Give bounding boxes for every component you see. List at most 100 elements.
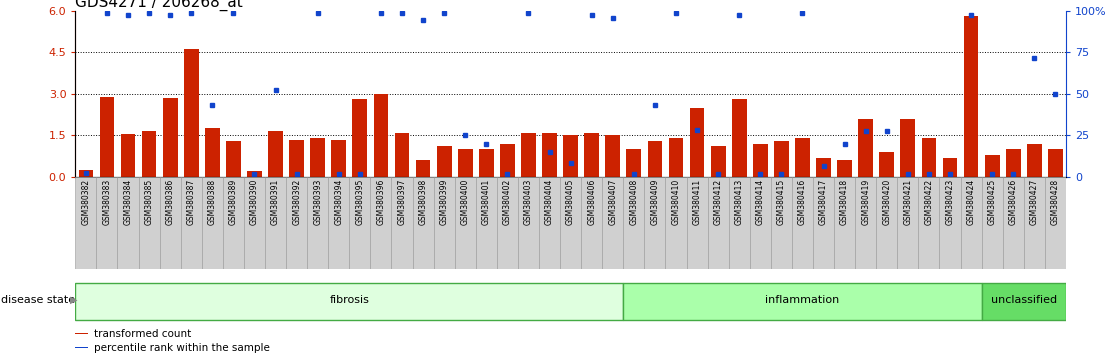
- Bar: [542, 133, 557, 177]
- Bar: [202, 177, 223, 269]
- Bar: [982, 177, 1003, 269]
- Bar: [626, 149, 642, 177]
- Text: GSM380422: GSM380422: [924, 179, 933, 225]
- Text: GSM380382: GSM380382: [81, 179, 91, 225]
- Bar: [624, 282, 982, 320]
- Bar: [310, 138, 325, 177]
- Text: GSM380398: GSM380398: [419, 179, 428, 225]
- Text: GSM380394: GSM380394: [335, 179, 343, 225]
- Bar: [1048, 149, 1063, 177]
- Bar: [880, 152, 894, 177]
- Bar: [792, 177, 813, 269]
- Bar: [922, 138, 936, 177]
- Bar: [689, 108, 705, 177]
- Bar: [75, 282, 624, 320]
- Bar: [750, 177, 771, 269]
- Bar: [538, 177, 560, 269]
- Text: GSM380392: GSM380392: [293, 179, 301, 225]
- Bar: [521, 133, 536, 177]
- Text: GSM380383: GSM380383: [102, 179, 112, 225]
- Bar: [796, 138, 810, 177]
- Bar: [75, 333, 89, 334]
- Bar: [560, 177, 582, 269]
- Bar: [265, 177, 286, 269]
- Bar: [475, 177, 496, 269]
- Bar: [244, 177, 265, 269]
- Bar: [496, 177, 517, 269]
- Bar: [1006, 149, 1020, 177]
- Text: GSM380415: GSM380415: [777, 179, 786, 225]
- Text: GSM380384: GSM380384: [123, 179, 133, 225]
- Text: GSM380426: GSM380426: [1008, 179, 1018, 225]
- Bar: [373, 94, 388, 177]
- Bar: [75, 177, 96, 269]
- Text: GSM380388: GSM380388: [208, 179, 217, 225]
- Bar: [1045, 177, 1066, 269]
- Bar: [223, 177, 244, 269]
- Bar: [433, 177, 454, 269]
- Bar: [563, 135, 578, 177]
- Text: GSM380413: GSM380413: [735, 179, 743, 225]
- Bar: [142, 131, 156, 177]
- Text: GSM380389: GSM380389: [229, 179, 238, 225]
- Text: GSM380406: GSM380406: [587, 179, 596, 225]
- Bar: [961, 177, 982, 269]
- Text: GSM380416: GSM380416: [798, 179, 807, 225]
- Bar: [307, 177, 328, 269]
- Bar: [838, 160, 852, 177]
- Bar: [349, 177, 370, 269]
- Bar: [391, 177, 412, 269]
- Text: GSM380409: GSM380409: [650, 179, 659, 225]
- Text: GSM380400: GSM380400: [461, 179, 470, 225]
- Text: GSM380386: GSM380386: [166, 179, 175, 225]
- Bar: [729, 177, 750, 269]
- Bar: [687, 177, 708, 269]
- Text: GSM380393: GSM380393: [314, 179, 322, 225]
- Bar: [328, 177, 349, 269]
- Bar: [859, 119, 873, 177]
- Text: GSM380401: GSM380401: [482, 179, 491, 225]
- Text: GSM380424: GSM380424: [966, 179, 975, 225]
- Text: GSM380397: GSM380397: [398, 179, 407, 225]
- Text: GSM380412: GSM380412: [714, 179, 722, 225]
- Bar: [138, 177, 160, 269]
- Bar: [919, 177, 940, 269]
- Text: GSM380420: GSM380420: [882, 179, 891, 225]
- Text: GSM380425: GSM380425: [987, 179, 996, 225]
- Bar: [855, 177, 876, 269]
- Text: GSM380405: GSM380405: [566, 179, 575, 225]
- Text: inflammation: inflammation: [766, 295, 840, 305]
- Bar: [666, 177, 687, 269]
- Text: GSM380396: GSM380396: [377, 179, 386, 225]
- Bar: [370, 177, 391, 269]
- Text: GSM380411: GSM380411: [692, 179, 701, 225]
- Text: GSM380390: GSM380390: [250, 179, 259, 225]
- Bar: [647, 141, 663, 177]
- Text: ▶: ▶: [70, 295, 78, 305]
- Bar: [517, 177, 538, 269]
- Text: GSM380399: GSM380399: [440, 179, 449, 225]
- Bar: [184, 50, 198, 177]
- Bar: [1024, 177, 1045, 269]
- Text: GSM380402: GSM380402: [503, 179, 512, 225]
- Bar: [897, 177, 919, 269]
- Bar: [603, 177, 624, 269]
- Bar: [1027, 144, 1042, 177]
- Bar: [454, 177, 475, 269]
- Bar: [289, 139, 304, 177]
- Text: GSM380404: GSM380404: [545, 179, 554, 225]
- Text: GSM380414: GSM380414: [756, 179, 765, 225]
- Bar: [412, 177, 433, 269]
- Text: GDS4271 / 206268_at: GDS4271 / 206268_at: [75, 0, 243, 11]
- Bar: [268, 131, 283, 177]
- Bar: [708, 177, 729, 269]
- Bar: [645, 177, 666, 269]
- Text: transformed count: transformed count: [94, 329, 192, 339]
- Text: disease state: disease state: [1, 295, 75, 305]
- Bar: [79, 170, 93, 177]
- Bar: [205, 129, 219, 177]
- Bar: [753, 144, 768, 177]
- Bar: [710, 147, 726, 177]
- Bar: [226, 141, 240, 177]
- Bar: [458, 149, 473, 177]
